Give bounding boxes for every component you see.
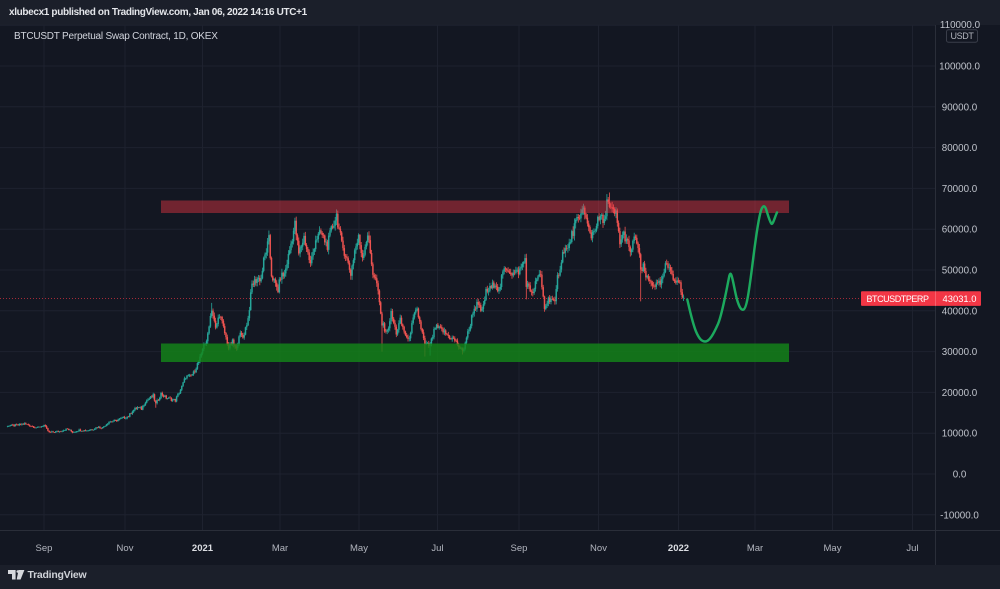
- svg-text:May: May: [350, 543, 368, 554]
- svg-text:40000.0: 40000.0: [942, 306, 978, 317]
- svg-text:BTCUSDTPERP: BTCUSDTPERP: [866, 294, 929, 304]
- svg-text:50000.0: 50000.0: [942, 266, 978, 277]
- svg-text:90000.0: 90000.0: [942, 102, 978, 113]
- svg-text:USDT: USDT: [950, 31, 974, 41]
- svg-text:Jul: Jul: [431, 543, 443, 554]
- svg-text:70000.0: 70000.0: [942, 184, 978, 195]
- svg-text:Nov: Nov: [117, 543, 134, 554]
- svg-text:60000.0: 60000.0: [942, 225, 978, 236]
- svg-text:80000.0: 80000.0: [942, 143, 978, 154]
- svg-text:Jul: Jul: [906, 543, 918, 554]
- svg-text:Mar: Mar: [272, 543, 288, 554]
- svg-text:2022: 2022: [668, 543, 689, 554]
- svg-text:100000.0: 100000.0: [939, 62, 980, 73]
- svg-text:10000.0: 10000.0: [942, 429, 978, 440]
- svg-text:2021: 2021: [192, 543, 214, 554]
- svg-text:30000.0: 30000.0: [942, 347, 978, 358]
- svg-text:Sep: Sep: [511, 543, 528, 554]
- svg-text:Sep: Sep: [36, 543, 53, 554]
- svg-text:Nov: Nov: [590, 543, 607, 554]
- svg-text:May: May: [824, 543, 842, 554]
- svg-text:43031.0: 43031.0: [943, 293, 977, 304]
- svg-text:-10000.0: -10000.0: [940, 510, 979, 521]
- svg-text:0.0: 0.0: [953, 470, 967, 481]
- svg-text:110000.0: 110000.0: [940, 20, 981, 31]
- svg-text:20000.0: 20000.0: [942, 388, 978, 399]
- svg-text:Mar: Mar: [747, 543, 763, 554]
